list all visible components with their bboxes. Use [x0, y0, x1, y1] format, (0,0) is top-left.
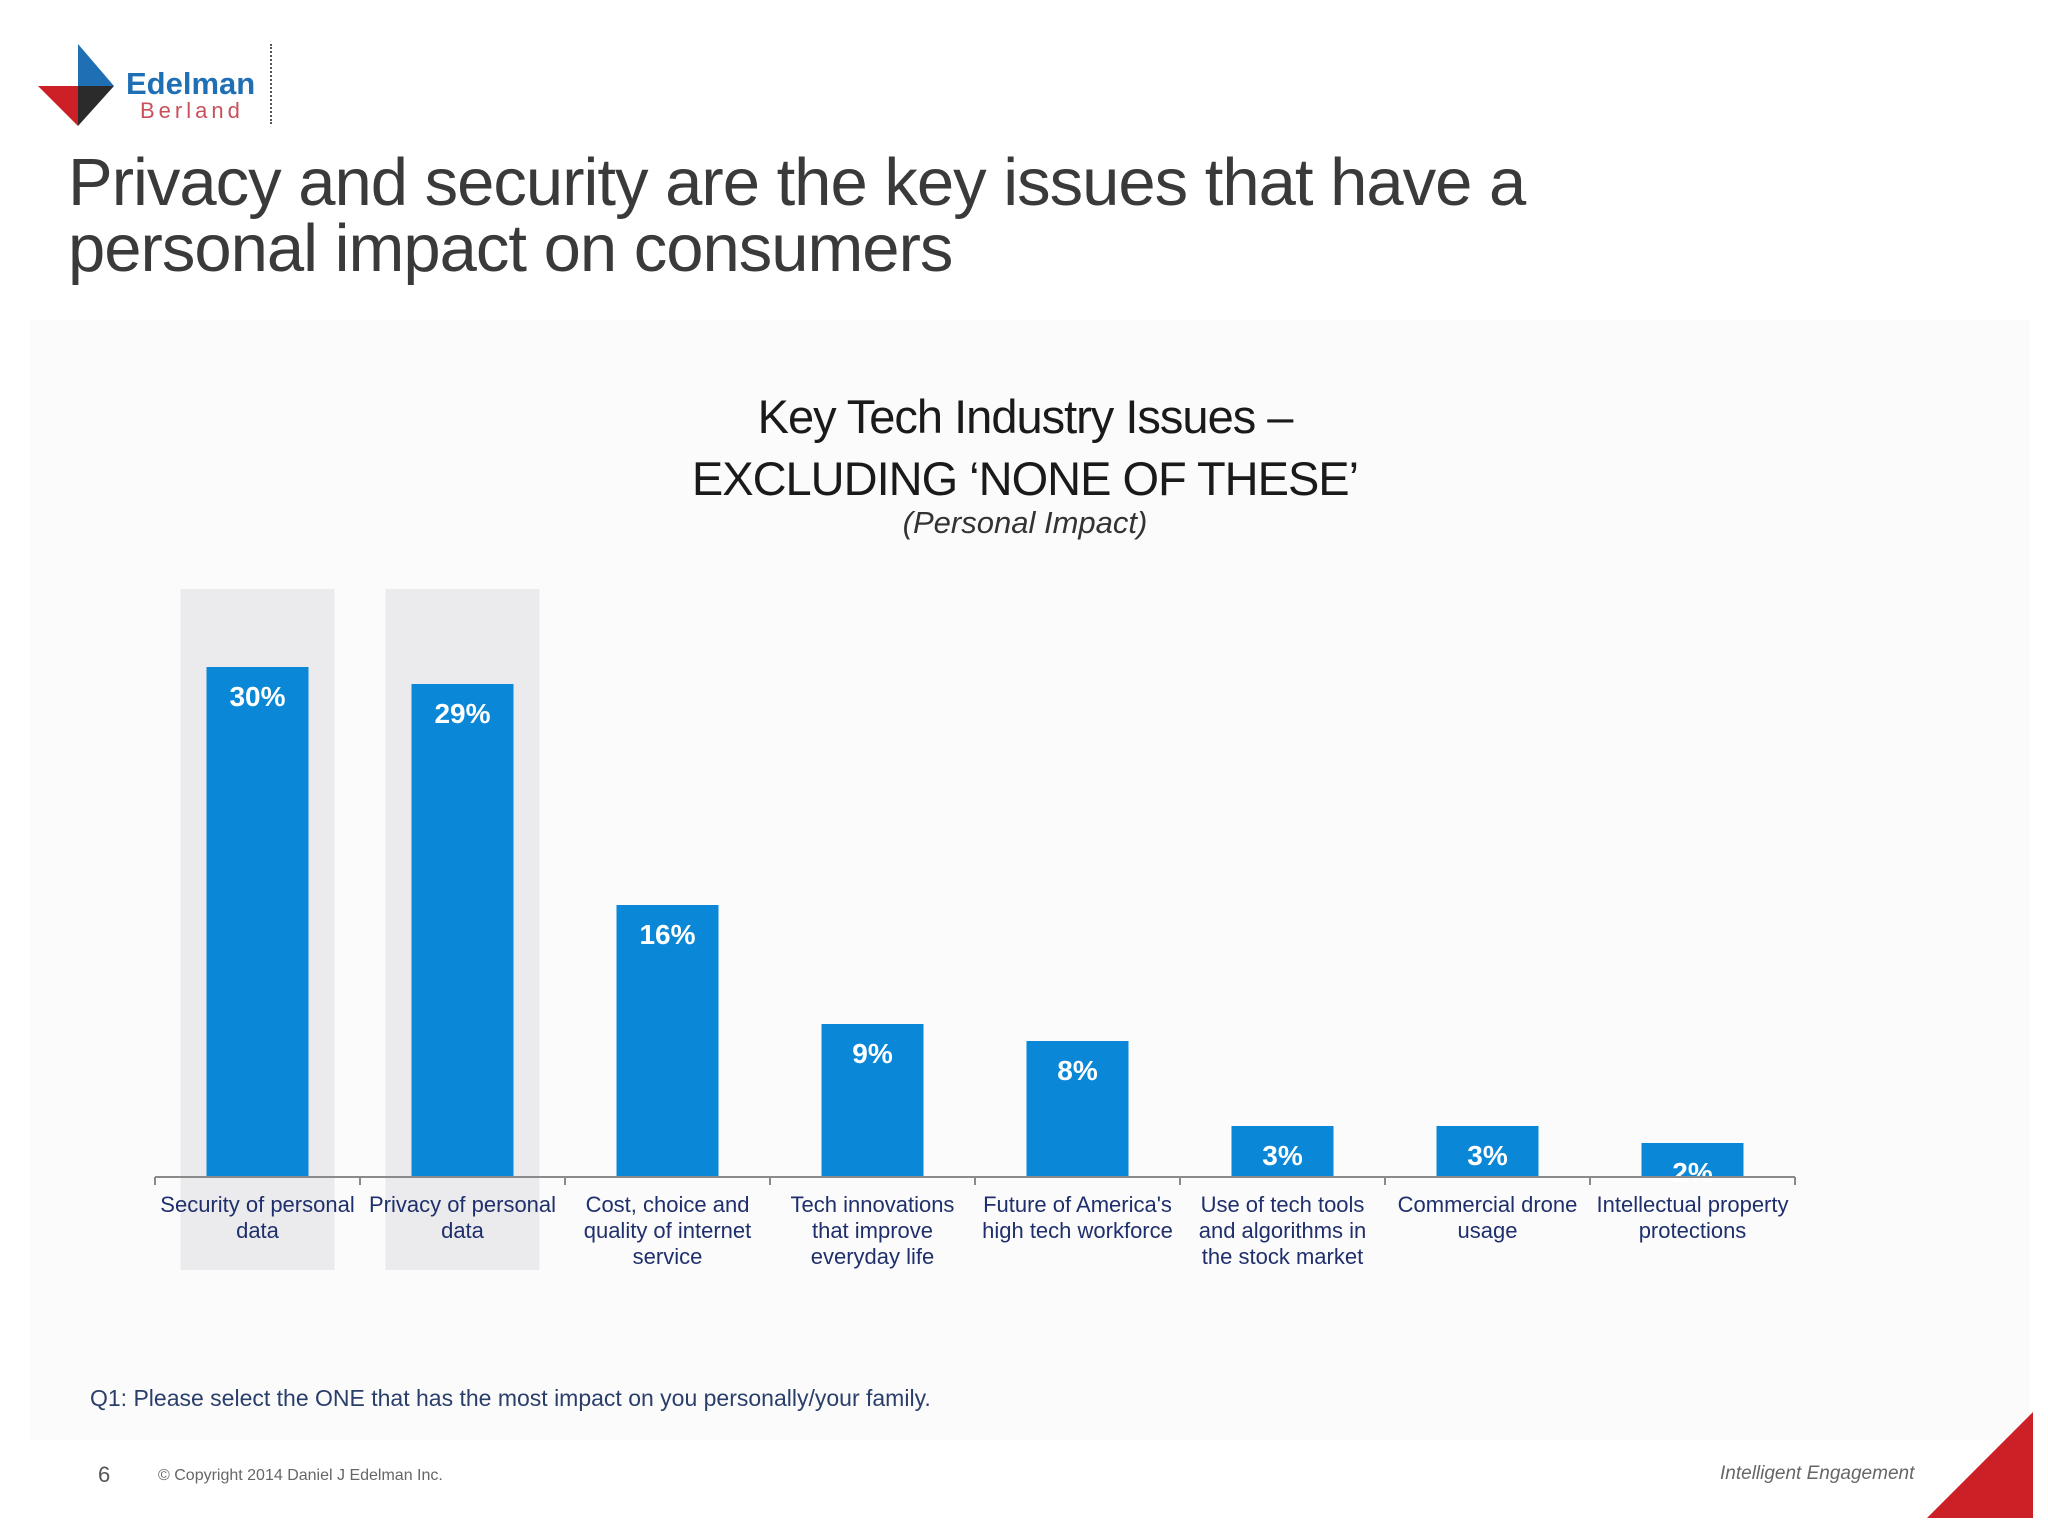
category-label: Intellectual property protections	[1597, 1192, 1789, 1243]
category-label-line: high tech workforce	[982, 1218, 1173, 1243]
bar-value-label: 3%	[1262, 1140, 1303, 1171]
bar	[1026, 1041, 1129, 1177]
chart-subtitle: (Personal Impact)	[902, 505, 1148, 540]
bar	[1641, 1143, 1744, 1177]
bar-value-label: 30%	[229, 681, 285, 712]
logo-wordmark: Edelman	[126, 66, 256, 101]
bar	[1231, 1126, 1334, 1177]
category-label-line: data	[441, 1218, 485, 1243]
bar	[1436, 1126, 1539, 1177]
category-label: Commercial drone usage	[1398, 1192, 1578, 1243]
category-label: Future of America's high tech workforce	[982, 1192, 1173, 1243]
bar-chart: 30%29%16%9%8%3% 3%2%Security of personal d…	[154, 589, 1796, 1270]
category-label-line: quality of internet	[584, 1218, 752, 1243]
category-label-line: Tech innovations	[791, 1192, 955, 1217]
category-label: Tech innovations that improve everyday lif…	[791, 1192, 955, 1269]
slide-background	[30, 320, 2030, 1440]
logo-subword: Berland	[140, 98, 244, 123]
bar-value-label: 8%	[1057, 1055, 1098, 1086]
tagline: Intelligent Engagement	[1720, 1463, 1915, 1484]
category-label-line: Future of America's	[983, 1192, 1172, 1217]
category-label-line: data	[236, 1218, 280, 1243]
category-label-line: service	[633, 1244, 703, 1269]
chart-title-line-2: EXCLUDING ‘NONE OF THESE’	[691, 452, 1359, 505]
category-label-line: Cost, choice and	[586, 1192, 750, 1217]
category-label-line: Use of tech tools	[1201, 1192, 1365, 1217]
category-label: Security of personal data	[160, 1192, 354, 1243]
category-label-line: usage	[1458, 1218, 1518, 1243]
bar-value-label: 2%	[1672, 1157, 1713, 1188]
logo-mark-icon	[38, 44, 114, 126]
category-label: Privacy of personal data	[369, 1192, 556, 1243]
category-label-line: and algorithms in	[1199, 1218, 1367, 1243]
logo-divider	[270, 44, 272, 124]
bar	[616, 905, 719, 1177]
bar	[411, 684, 514, 1177]
category-label-line: the stock market	[1202, 1244, 1363, 1269]
category-label: Cost, choice and quality of internet servi…	[584, 1192, 752, 1269]
bar	[206, 667, 309, 1177]
category-label-line: protections	[1639, 1218, 1747, 1243]
bar	[821, 1024, 924, 1177]
bar-value-label: 9%	[852, 1038, 893, 1069]
bar-value-label: 29%	[434, 698, 490, 729]
edelman-berland-logo: Edelman Berland	[36, 40, 286, 130]
chart-title-line-1: Key Tech Industry Issues –	[757, 390, 1294, 443]
question-footnote: Q1: Please select the ONE that has the m…	[90, 1385, 931, 1411]
bar-value-label: 16%	[639, 919, 695, 950]
slide-title: Privacy and security are the key issues …	[68, 145, 1526, 286]
category-label-line: Security of personal	[160, 1192, 354, 1217]
category-label-line: Commercial drone	[1398, 1192, 1578, 1217]
category-label-line: everyday life	[811, 1244, 935, 1269]
bar-value-label: 3%	[1467, 1140, 1508, 1171]
copyright-text: © Copyright 2014 Daniel J Edelman Inc.	[158, 1467, 443, 1484]
category-label: Use of tech tools and algorithms in the st…	[1199, 1192, 1367, 1269]
category-label-line: Intellectual property	[1597, 1192, 1789, 1217]
category-label-line: Privacy of personal	[369, 1192, 556, 1217]
category-label-line: that improve	[812, 1218, 933, 1243]
corner-triangle-icon	[1927, 1412, 2033, 1518]
chart-title: Key Tech Industry Issues – EXCLUDING ‘NO…	[600, 386, 1450, 510]
page-number: 6	[98, 1462, 111, 1487]
